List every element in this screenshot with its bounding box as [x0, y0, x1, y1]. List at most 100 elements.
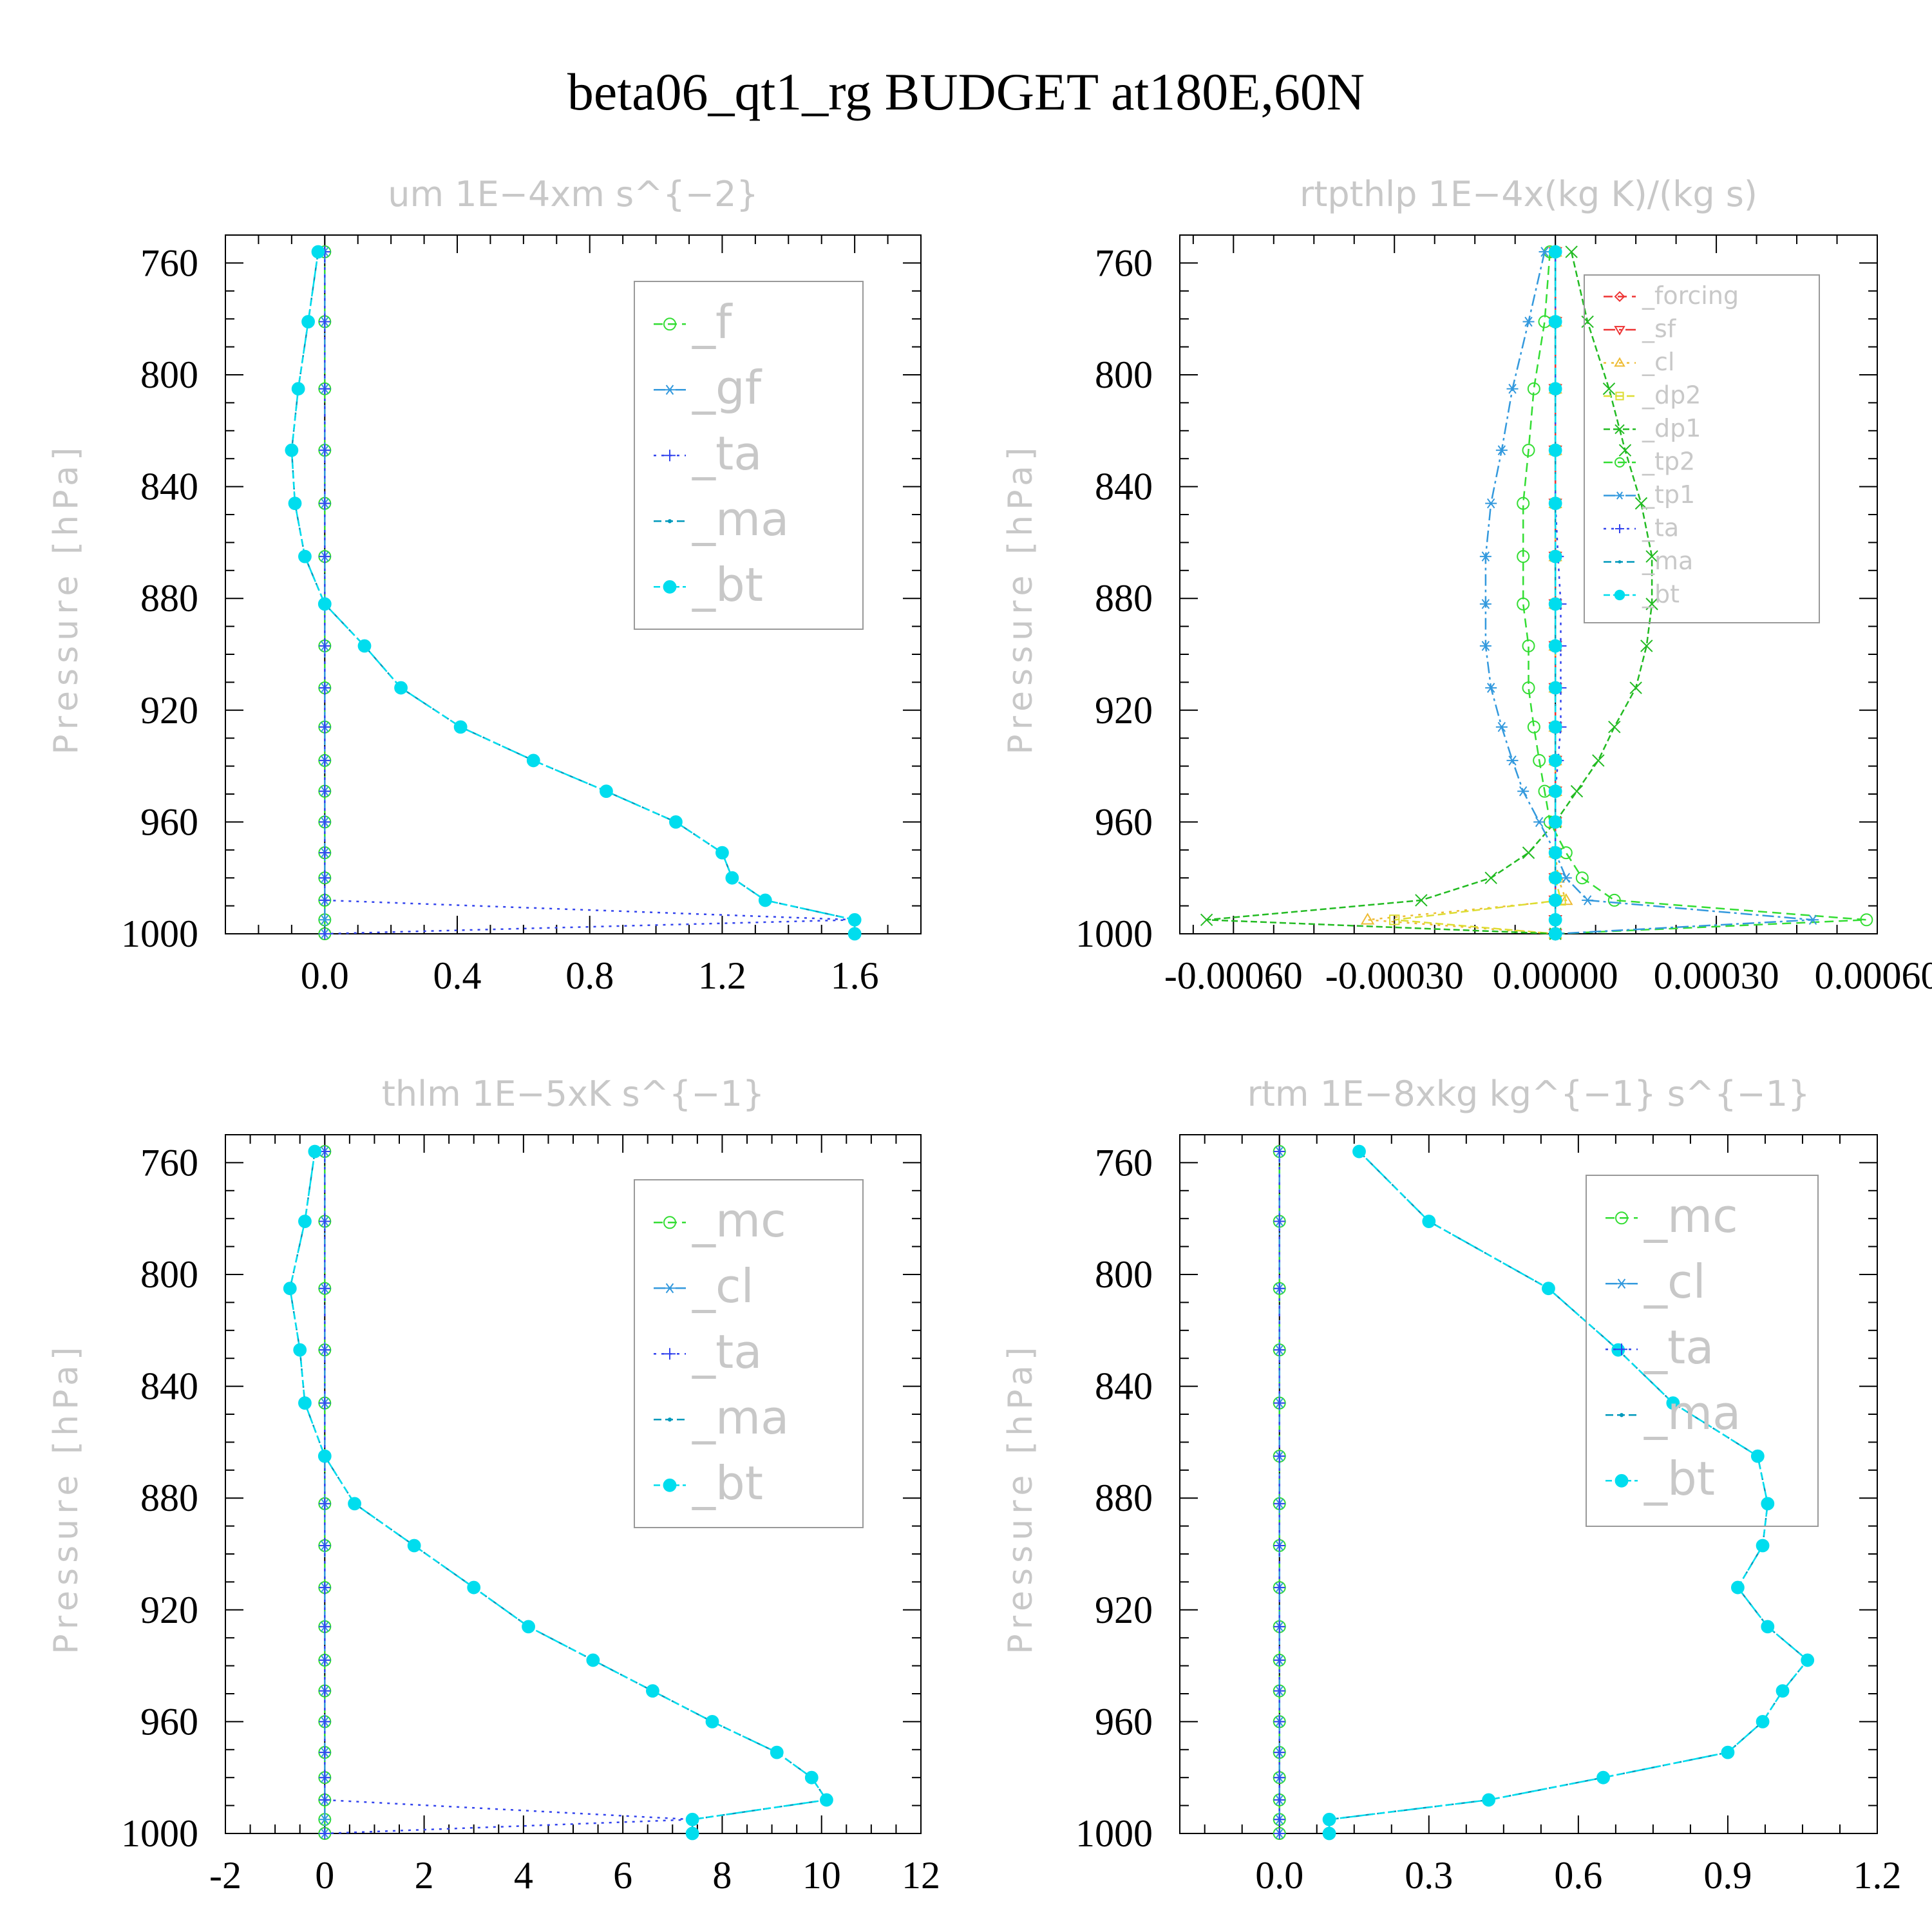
legend-entry-label: _f [692, 295, 733, 349]
data-point [1592, 754, 1605, 767]
data-point [1485, 683, 1497, 693]
data-point [526, 753, 540, 768]
data-point [285, 443, 299, 457]
data-point [1548, 846, 1562, 860]
data-point [820, 1793, 833, 1807]
data-point [301, 315, 315, 328]
data-point [298, 1215, 312, 1228]
data-point [298, 1396, 312, 1410]
data-point [1273, 1716, 1285, 1728]
data-point [1548, 913, 1562, 927]
data-point [646, 1684, 659, 1698]
legend-entry-label: _ma [692, 492, 789, 546]
data-point [1479, 551, 1492, 562]
x-tick-label: 2 [415, 1854, 434, 1897]
data-point [319, 497, 331, 509]
data-point [1322, 1812, 1336, 1826]
legend-frame [634, 1179, 864, 1528]
legend-marker [663, 1216, 676, 1229]
data-point [1548, 549, 1562, 564]
panel-title: um 1E−4xm s^{−2} [388, 174, 759, 214]
data-point [1761, 1497, 1775, 1511]
legend-marker [1615, 424, 1625, 435]
data-point [1634, 497, 1648, 510]
data-point [1548, 597, 1562, 611]
data-point [1495, 722, 1508, 732]
data-point [1570, 784, 1584, 798]
data-point [1776, 1684, 1790, 1698]
data-point [1645, 550, 1658, 563]
legend-marker [663, 1478, 677, 1492]
data-point [725, 871, 739, 885]
series-line-dp1 [1206, 251, 1653, 935]
y-tick-label: 840 [1095, 466, 1153, 508]
data-point [1352, 1144, 1366, 1159]
data-point [770, 1745, 784, 1759]
y-tick-label: 840 [1095, 1365, 1153, 1408]
data-point [1548, 893, 1562, 907]
legend-marker [1618, 560, 1622, 564]
legend-entry-label: _bt [1643, 1452, 1715, 1506]
series-line-bt [290, 251, 856, 934]
data-point [319, 639, 331, 652]
data-point [1533, 817, 1546, 828]
chart-panel-3: thlm 1E−5xK s^{−1}Pressure [hPa]76080084… [47, 1074, 940, 1897]
legend-entry-label: _tp2 [1642, 447, 1695, 475]
x-tick-label: 0.3 [1405, 1854, 1453, 1897]
data-point [319, 1397, 331, 1409]
data-point [283, 1282, 297, 1296]
data-point [1273, 1539, 1285, 1551]
data-point [1522, 681, 1535, 695]
data-point [1548, 720, 1562, 734]
data-point [319, 847, 331, 859]
data-point [319, 1794, 331, 1806]
data-point [1731, 1580, 1745, 1595]
data-point [319, 551, 331, 563]
legend-marker [1615, 1473, 1629, 1488]
data-point [1548, 639, 1562, 653]
data-point [293, 1343, 307, 1357]
data-point [319, 1582, 331, 1594]
data-point [348, 1497, 361, 1511]
data-point [1422, 1215, 1436, 1228]
data-point [1548, 871, 1562, 885]
legend-marker [1615, 524, 1624, 533]
x-tick-label: 1.2 [698, 954, 746, 997]
y-tick-label: 1000 [1075, 1812, 1153, 1855]
data-point [1273, 1450, 1285, 1463]
data-point [394, 681, 408, 695]
x-tick-label: 6 [613, 1854, 632, 1897]
data-point [319, 928, 331, 940]
legend-marker [1615, 491, 1624, 500]
y-tick-label: 960 [140, 800, 198, 843]
data-point [319, 1497, 331, 1510]
x-tick-label: 0.00000 [1493, 954, 1618, 997]
data-point [319, 785, 331, 797]
y-tick-label: 880 [140, 1477, 198, 1519]
figure-title: beta06_qt1_rg BUDGET at180E,60N [567, 62, 1365, 121]
legend-entry-label: _sf [1642, 314, 1677, 343]
data-point [1415, 894, 1428, 907]
data-point [317, 597, 332, 611]
data-point [1761, 1620, 1775, 1634]
data-point [298, 549, 312, 564]
data-point [319, 1747, 331, 1759]
data-point [319, 1828, 331, 1839]
chart-panel-4: rtm 1E−8xkg kg^{−1} s^{−1} Pressure [hPa]… [1001, 1074, 1902, 1897]
data-point [1273, 1344, 1285, 1356]
data-point [1485, 498, 1497, 509]
x-tick-label: -0.00030 [1325, 954, 1464, 997]
y-tick-label: 920 [140, 1589, 198, 1631]
x-tick-label: 0.0 [1255, 1854, 1303, 1897]
y-axis-label: Pressure [hPa] [47, 1342, 86, 1654]
legend-frame [1584, 274, 1820, 623]
legend-entry-label: _bt [692, 558, 763, 612]
data-point [1575, 871, 1589, 885]
data-point [1495, 445, 1508, 455]
y-tick-label: 1000 [121, 913, 198, 955]
y-tick-label: 880 [140, 577, 198, 620]
y-tick-label: 800 [1095, 1253, 1153, 1296]
data-point [1548, 497, 1562, 511]
data-point [758, 893, 772, 907]
